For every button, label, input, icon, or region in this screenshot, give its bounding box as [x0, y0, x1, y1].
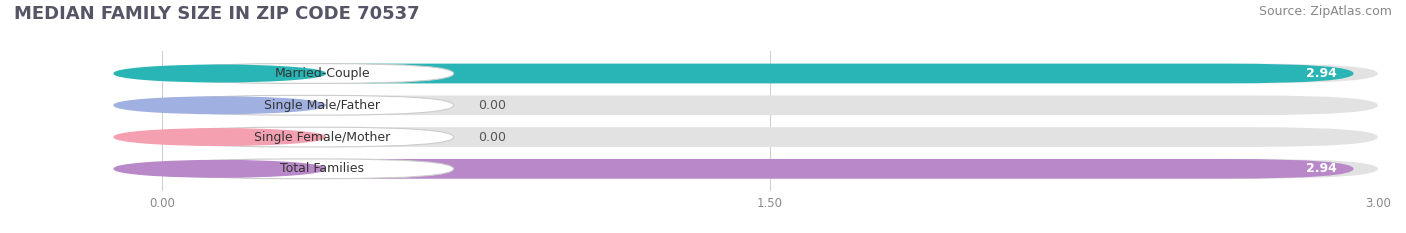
- Text: Total Families: Total Families: [280, 162, 364, 175]
- Circle shape: [114, 65, 325, 82]
- FancyBboxPatch shape: [162, 127, 454, 147]
- Text: 0.00: 0.00: [478, 130, 506, 144]
- FancyBboxPatch shape: [162, 159, 454, 179]
- FancyBboxPatch shape: [162, 96, 1378, 115]
- Text: Single Male/Father: Single Male/Father: [264, 99, 380, 112]
- FancyBboxPatch shape: [162, 159, 1354, 179]
- FancyBboxPatch shape: [162, 64, 1354, 83]
- Text: Single Female/Mother: Single Female/Mother: [254, 130, 391, 144]
- FancyBboxPatch shape: [162, 64, 454, 83]
- Text: 0.00: 0.00: [478, 99, 506, 112]
- Text: MEDIAN FAMILY SIZE IN ZIP CODE 70537: MEDIAN FAMILY SIZE IN ZIP CODE 70537: [14, 5, 419, 23]
- Text: Married-Couple: Married-Couple: [274, 67, 370, 80]
- Circle shape: [114, 129, 325, 145]
- Text: 2.94: 2.94: [1306, 162, 1337, 175]
- Text: Source: ZipAtlas.com: Source: ZipAtlas.com: [1258, 5, 1392, 18]
- Text: 2.94: 2.94: [1306, 67, 1337, 80]
- FancyBboxPatch shape: [162, 64, 1378, 83]
- FancyBboxPatch shape: [162, 159, 1378, 179]
- FancyBboxPatch shape: [162, 96, 454, 115]
- Circle shape: [114, 161, 325, 177]
- Circle shape: [114, 97, 325, 113]
- FancyBboxPatch shape: [162, 127, 1378, 147]
